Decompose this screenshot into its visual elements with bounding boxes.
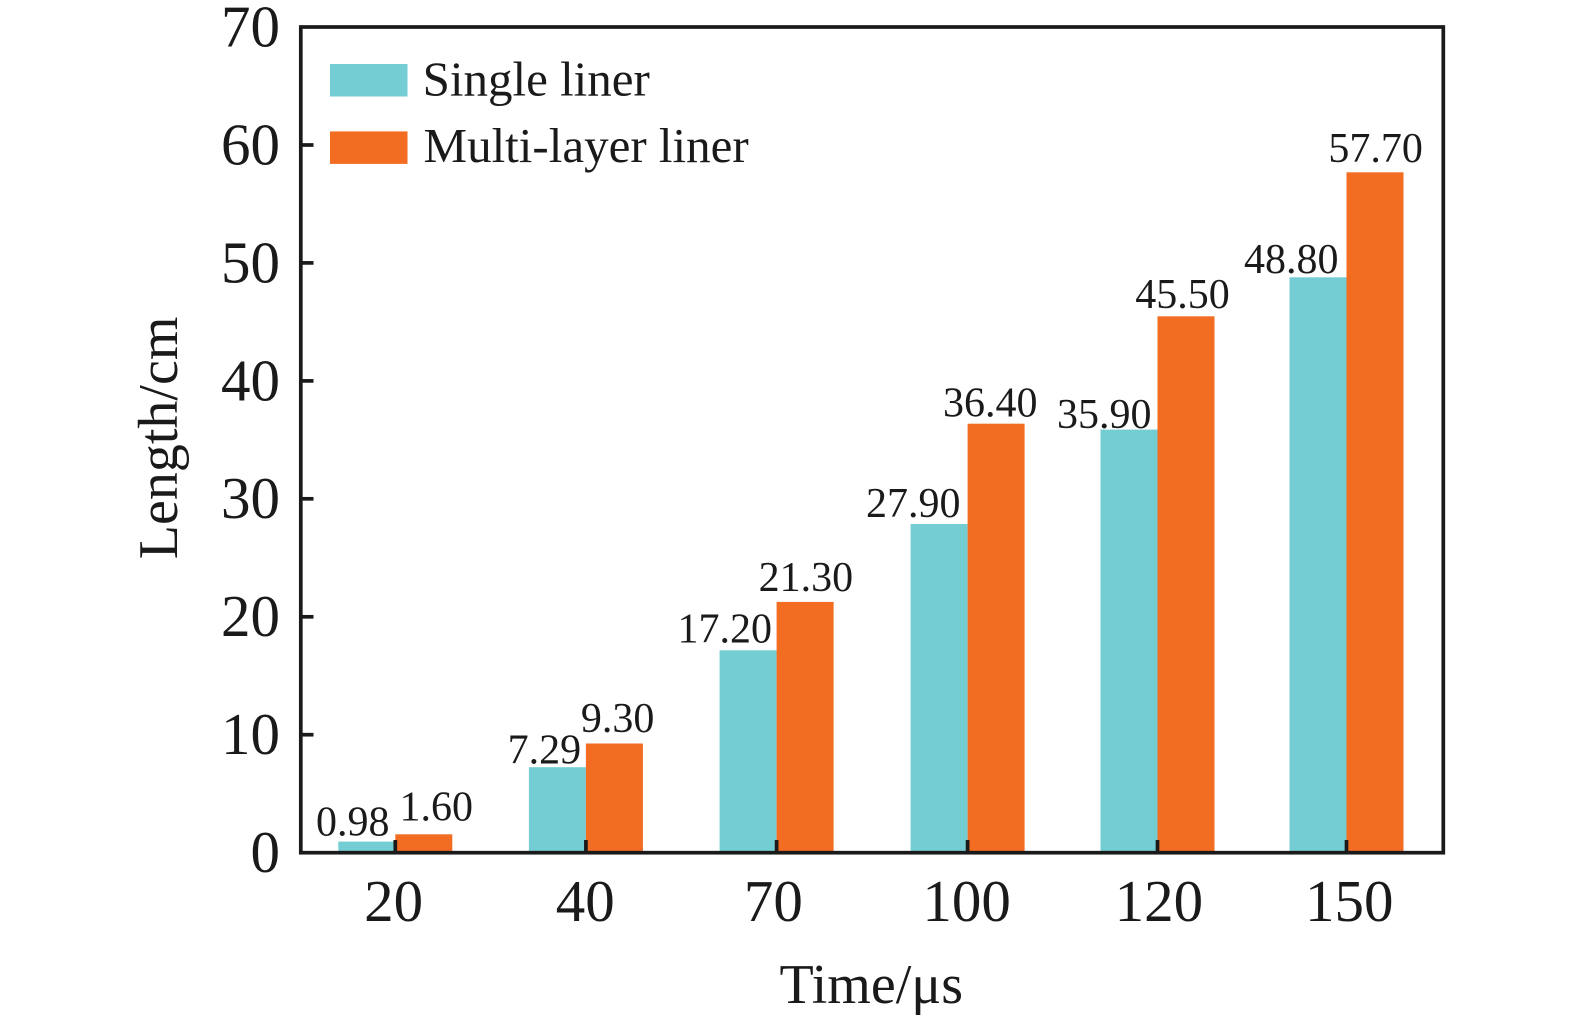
- svg-text:120: 120: [1115, 868, 1204, 934]
- svg-text:70: 70: [744, 868, 803, 934]
- svg-text:50: 50: [221, 229, 280, 295]
- svg-text:7.29: 7.29: [508, 728, 582, 774]
- svg-text:30: 30: [221, 465, 280, 531]
- svg-text:Single liner: Single liner: [423, 51, 650, 106]
- svg-text:100: 100: [922, 868, 1011, 934]
- svg-text:20: 20: [221, 583, 280, 649]
- svg-text:10: 10: [221, 701, 280, 767]
- svg-text:27.90: 27.90: [866, 481, 961, 527]
- svg-text:40: 40: [556, 868, 615, 934]
- svg-text:60: 60: [221, 111, 280, 177]
- svg-text:20: 20: [364, 868, 423, 934]
- svg-text:Multi-layer liner: Multi-layer liner: [424, 118, 749, 173]
- svg-text:35.90: 35.90: [1057, 392, 1152, 438]
- svg-text:Length/cm: Length/cm: [128, 317, 190, 560]
- svg-text:21.30: 21.30: [759, 555, 854, 601]
- svg-text:17.20: 17.20: [678, 607, 773, 653]
- svg-text:0.98: 0.98: [316, 800, 390, 846]
- svg-text:40: 40: [221, 347, 280, 413]
- svg-text:Time/μs: Time/μs: [780, 954, 964, 1016]
- svg-text:9.30: 9.30: [581, 696, 655, 742]
- svg-text:1.60: 1.60: [399, 784, 473, 830]
- svg-text:48.80: 48.80: [1244, 237, 1339, 283]
- svg-text:57.70: 57.70: [1328, 126, 1423, 172]
- svg-text:36.40: 36.40: [943, 381, 1038, 427]
- svg-text:0: 0: [251, 819, 281, 885]
- svg-text:70: 70: [221, 0, 280, 59]
- svg-text:45.50: 45.50: [1135, 272, 1230, 318]
- svg-text:150: 150: [1305, 868, 1394, 934]
